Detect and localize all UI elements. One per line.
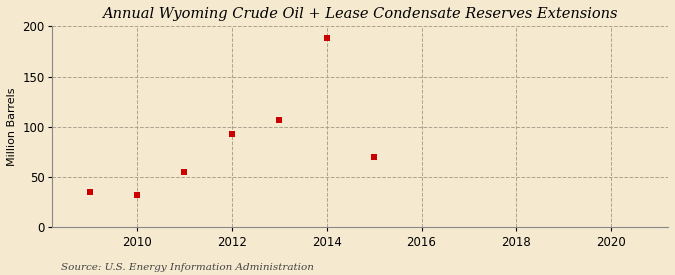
Title: Annual Wyoming Crude Oil + Lease Condensate Reserves Extensions: Annual Wyoming Crude Oil + Lease Condens… [102,7,618,21]
Y-axis label: Million Barrels: Million Barrels [7,88,17,166]
Text: Source: U.S. Energy Information Administration: Source: U.S. Energy Information Administ… [61,263,314,272]
